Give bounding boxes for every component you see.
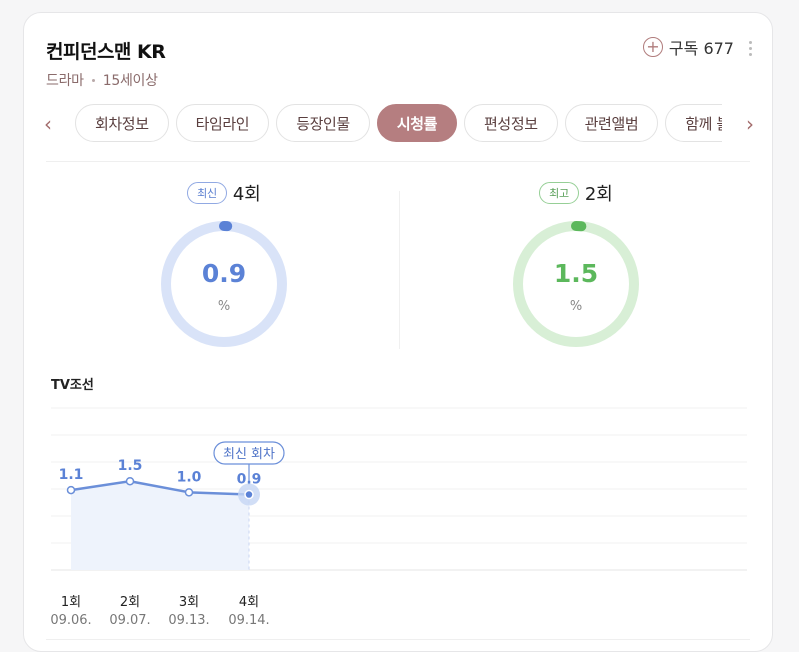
data-label-3: 0.9 <box>237 472 262 488</box>
program-card: 컨피던스맨 KR 드라마 15세이상 + 구독 677 ‹ 회차정보 타임라인 등장… <box>23 12 773 652</box>
data-label-0: 1.1 <box>59 467 84 483</box>
data-point-2 <box>184 488 194 497</box>
best-rating-value: 1.5 <box>553 259 599 288</box>
chevron-left-icon[interactable]: ‹ <box>44 112 52 136</box>
best-rating-stat: 최고 2회 1.5 % <box>446 177 706 347</box>
chevron-right-icon[interactable]: › <box>746 112 754 136</box>
tab-2[interactable]: 등장인물 <box>276 104 370 142</box>
best-rating-ring <box>513 221 639 347</box>
stats-divider <box>399 191 400 349</box>
program-meta: 드라마 15세이상 <box>46 70 158 90</box>
x-tick-date-0: 09.06. <box>50 613 91 628</box>
latest-badge: 최신 <box>187 182 227 204</box>
plus-icon: + <box>642 37 663 57</box>
subscribe-count: 구독 677 <box>668 39 734 58</box>
meta-separator-dot <box>91 78 95 82</box>
chart-area-fill <box>71 481 249 570</box>
genre-label: 드라마 <box>46 73 84 89</box>
tab-3[interactable]: 시청률 <box>376 104 458 142</box>
rating-line-chart: 최신 회차 1.1 1회 09.06. 1.5 2회 09.07. 1.0 3회 09.13. 0.… <box>50 407 747 628</box>
tab-5[interactable]: 관련앨범 <box>564 104 659 142</box>
x-tick-episode-1: 2회 <box>120 595 140 610</box>
x-tick-episode-3: 4회 <box>239 595 259 610</box>
x-tick-date-2: 09.13. <box>168 613 209 628</box>
callout-label: 최신 회차 <box>223 447 275 462</box>
more-options-icon[interactable] <box>748 41 752 56</box>
latest-rating-stat: 최신 4회 0.9 % <box>94 177 354 347</box>
latest-rating-value: 0.9 <box>201 259 247 288</box>
chart-channel-title: TV조선 <box>51 378 94 393</box>
x-tick-date-1: 09.07. <box>109 613 150 628</box>
x-tick-episode-0: 1회 <box>61 595 81 610</box>
series-line <box>70 479 250 496</box>
tab-4[interactable]: 편성정보 <box>464 104 558 142</box>
latest-episode: 4회 <box>232 184 261 205</box>
best-episode: 2회 <box>584 184 613 205</box>
best-badge: 최고 <box>539 182 579 204</box>
latest-rating-unit: % <box>217 299 231 314</box>
age-rating-label: 15세이상 <box>102 73 158 89</box>
callout-bubble <box>213 441 285 465</box>
best-rating-unit: % <box>569 299 583 314</box>
header-divider <box>46 161 750 162</box>
tab-6[interactable]: 함께 볼만한 <box>665 104 722 142</box>
data-point-1 <box>125 476 135 486</box>
program-title[interactable]: 컨피던스맨 KR <box>46 41 166 63</box>
tab-0[interactable]: 회차정보 <box>75 104 169 142</box>
x-tick-episode-2: 3회 <box>179 595 199 610</box>
x-tick-date-3: 09.14. <box>228 613 269 628</box>
data-point-3 <box>244 489 254 500</box>
tab-1[interactable]: 타임라인 <box>175 104 270 142</box>
data-label-1: 1.5 <box>118 458 143 474</box>
data-point-0 <box>66 485 76 495</box>
data-label-2: 1.0 <box>177 469 202 485</box>
subscribe-button[interactable]: + 구독 677 <box>642 35 734 59</box>
latest-rating-ring <box>161 221 287 347</box>
